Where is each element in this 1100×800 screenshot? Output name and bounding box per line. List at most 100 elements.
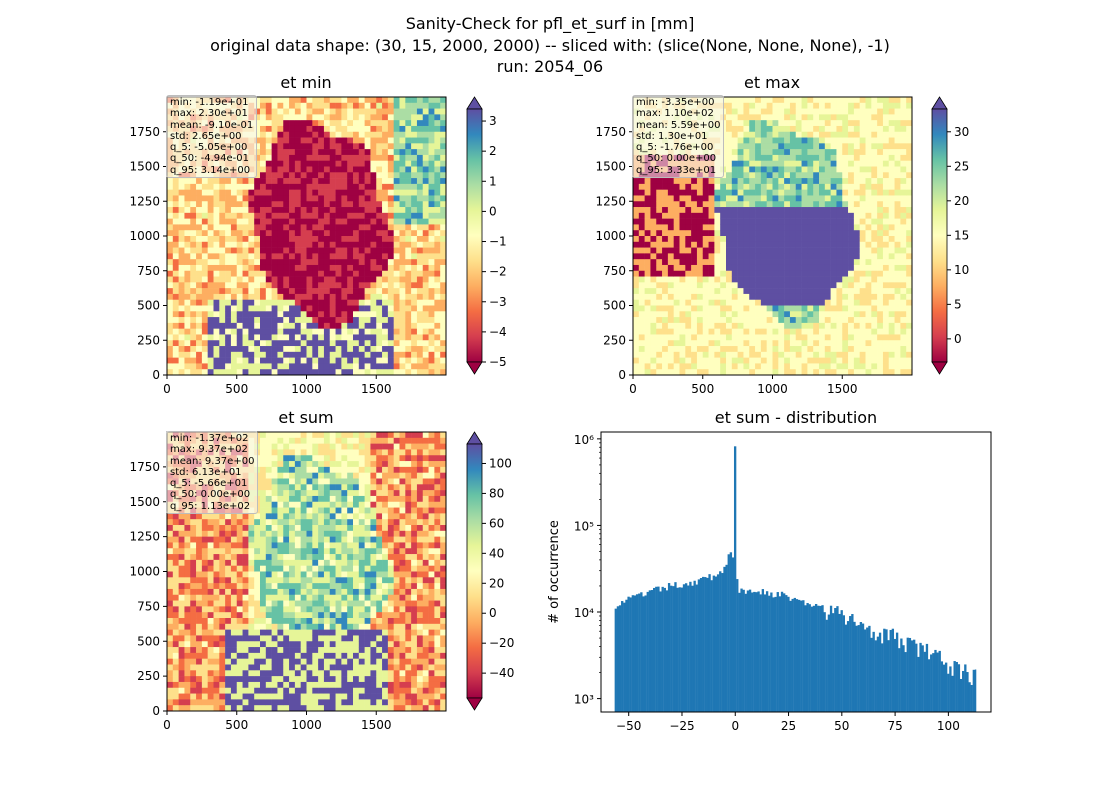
- heatmap-cell: [784, 189, 791, 196]
- heatmap-cell: [341, 311, 348, 318]
- heatmap-cell: [906, 259, 913, 266]
- heatmap-cell: [766, 195, 773, 202]
- heatmap-cell: [172, 635, 179, 642]
- heatmap-cell: [714, 189, 721, 196]
- heatmap-cell: [662, 178, 669, 185]
- heatmap-cell: [720, 178, 727, 185]
- heatmap-cell: [230, 322, 238, 329]
- heatmap-cell: [184, 554, 191, 561]
- heatmap-cell: [760, 334, 767, 341]
- heatmap-cell: [807, 299, 814, 306]
- heatmap-cell: [434, 282, 441, 289]
- heatmap-cell: [673, 264, 680, 272]
- heatmap-cell: [865, 288, 872, 295]
- heatmap-cell: [172, 623, 179, 630]
- heatmap-cell: [749, 311, 756, 318]
- heatmap-cell: [714, 230, 721, 237]
- heatmap-cell: [772, 259, 779, 266]
- heatmap-cell: [795, 247, 802, 254]
- heatmap-cell: [254, 311, 261, 318]
- heatmap-cell: [766, 282, 773, 289]
- heatmap-cell: [358, 97, 365, 104]
- heatmap-cell: [888, 236, 895, 243]
- heatmap-cell: [894, 363, 901, 370]
- heatmap-cell: [178, 693, 185, 700]
- heatmap-cell: [213, 178, 220, 185]
- heatmap-cell: [329, 317, 336, 324]
- heatmap-cell: [737, 253, 744, 260]
- heatmap-cell: [836, 172, 843, 179]
- heatmap-cell: [312, 183, 319, 190]
- heatmap-cell: [358, 276, 365, 283]
- heatmap-cell: [405, 189, 412, 196]
- heatmap-cell: [318, 125, 325, 133]
- heatmap-cell: [196, 536, 203, 543]
- heatmap-cell: [323, 264, 331, 272]
- heatmap-cell: [662, 305, 669, 312]
- heatmap-cell: [900, 276, 907, 283]
- heatmap-cell: [196, 612, 203, 619]
- heatmap-cell: [393, 351, 400, 358]
- heatmap-cell: [760, 351, 767, 358]
- heatmap-cell: [755, 114, 762, 121]
- heatmap-cell: [364, 282, 371, 289]
- heatmap-cell: [894, 369, 901, 376]
- heatmap-cell: [667, 369, 674, 376]
- heatmap-cell: [865, 207, 872, 214]
- heatmap-cell: [673, 340, 680, 347]
- heatmap-cell: [416, 102, 424, 109]
- heatmap-cell: [789, 201, 797, 208]
- heatmap-cell: [167, 270, 174, 277]
- heatmap-cell: [766, 357, 773, 364]
- heatmap-cell: [679, 317, 686, 324]
- colorbar-tick-label: −4: [489, 325, 507, 339]
- heatmap-cell: [318, 264, 325, 272]
- heatmap-cell: [411, 328, 418, 335]
- heatmap-cell: [242, 230, 249, 237]
- heatmap-cell: [830, 322, 837, 329]
- heatmap-cell: [219, 288, 226, 295]
- heatmap-cell: [248, 270, 255, 277]
- heatmap-cell: [411, 317, 418, 324]
- heatmap-cell: [283, 241, 290, 248]
- heatmap-cell: [830, 137, 837, 144]
- heatmap-cell: [376, 166, 383, 173]
- heatmap-cell: [364, 149, 371, 156]
- heatmap-cell: [743, 183, 750, 190]
- heatmap-cell: [819, 363, 826, 370]
- heatmap-cell: [376, 322, 383, 329]
- heatmap-cell: [358, 207, 365, 214]
- heatmap-cell: [306, 357, 313, 364]
- heatmap-cell: [196, 357, 203, 364]
- heatmap-cell: [376, 299, 383, 306]
- heatmap-cell: [807, 172, 814, 179]
- heatmap-cell: [813, 201, 820, 208]
- heatmap-cell: [830, 195, 837, 202]
- heatmap-cell: [848, 207, 855, 214]
- heatmap-cell: [411, 363, 418, 370]
- heatmap-cell: [422, 346, 429, 353]
- heatmap-cell: [888, 166, 895, 173]
- heatmap-cell: [353, 276, 360, 283]
- heatmap-cell: [370, 125, 377, 133]
- heatmap-cell: [789, 369, 797, 376]
- heatmap-cell: [853, 253, 860, 260]
- heatmap-cell: [656, 276, 663, 283]
- heatmap-cell: [743, 264, 750, 272]
- heatmap-cell: [766, 224, 773, 231]
- heatmap-cell: [760, 241, 767, 248]
- heatmap-cell: [254, 276, 261, 283]
- heatmap-cell: [842, 160, 849, 167]
- heatmap-cell: [789, 230, 797, 237]
- heatmap-cell: [644, 282, 651, 289]
- heatmap-cell: [859, 149, 866, 156]
- heatmap-cell: [236, 363, 243, 370]
- heatmap-cell: [271, 189, 278, 196]
- heatmap-cell: [364, 305, 371, 312]
- heatmap-cell: [347, 299, 354, 306]
- heatmap-cell: [236, 201, 243, 208]
- heatmap-cell: [859, 317, 866, 324]
- heatmap-cell: [819, 97, 826, 104]
- heatmap-cell: [190, 687, 197, 694]
- heatmap-cell: [376, 178, 383, 185]
